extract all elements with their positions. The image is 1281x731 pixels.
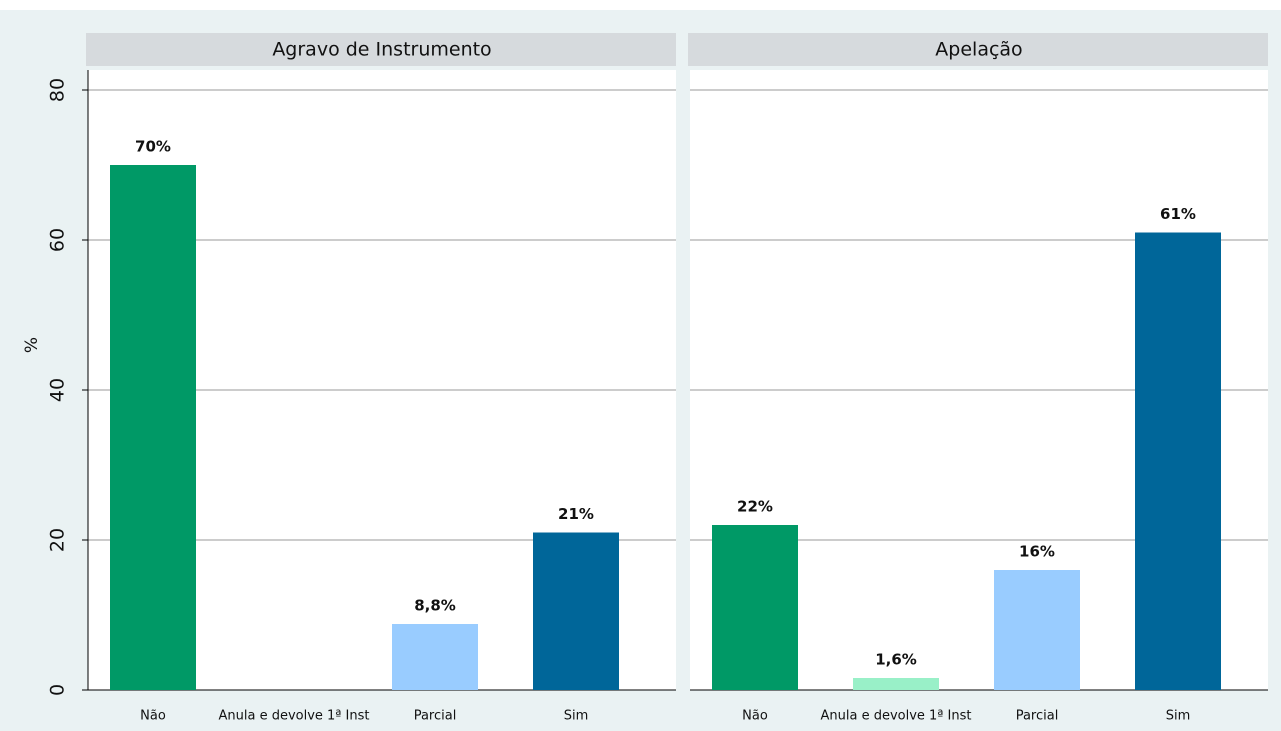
bar	[994, 570, 1080, 690]
bar	[392, 624, 478, 690]
value-label: 16%	[1019, 543, 1055, 561]
x-tick-label: Parcial	[1016, 709, 1059, 724]
facet-title: Apelação	[935, 39, 1022, 61]
x-tick-label: Anula e devolve 1ª Inst	[218, 709, 369, 724]
x-tick-label: Parcial	[414, 709, 457, 724]
y-tick-label: 20	[47, 528, 69, 552]
bar	[533, 532, 619, 690]
y-tick-label: 0	[47, 684, 69, 696]
bar	[1135, 232, 1221, 690]
facet-header	[688, 33, 1268, 66]
value-label: 1,6%	[875, 651, 917, 669]
x-tick-label: Anula e devolve 1ª Inst	[820, 709, 971, 724]
value-label: 22%	[737, 498, 773, 516]
y-axis-label: %	[22, 337, 42, 353]
bar	[712, 525, 798, 690]
x-tick-label: Sim	[564, 709, 589, 724]
x-tick-label: Sim	[1166, 709, 1191, 724]
y-tick-label: 40	[47, 378, 69, 402]
x-tick-label: Não	[742, 709, 768, 724]
value-label: 61%	[1160, 205, 1196, 223]
facet-title: Agravo de Instrumento	[272, 39, 491, 61]
y-tick-label: 60	[47, 228, 69, 252]
x-tick-label: Não	[140, 709, 166, 724]
facet-header	[86, 33, 676, 66]
value-label: 70%	[135, 138, 171, 156]
bar	[110, 165, 196, 690]
y-tick-label: 80	[47, 78, 69, 102]
value-label: 8,8%	[414, 597, 456, 615]
bar	[853, 678, 939, 690]
value-label: 21%	[558, 505, 594, 523]
